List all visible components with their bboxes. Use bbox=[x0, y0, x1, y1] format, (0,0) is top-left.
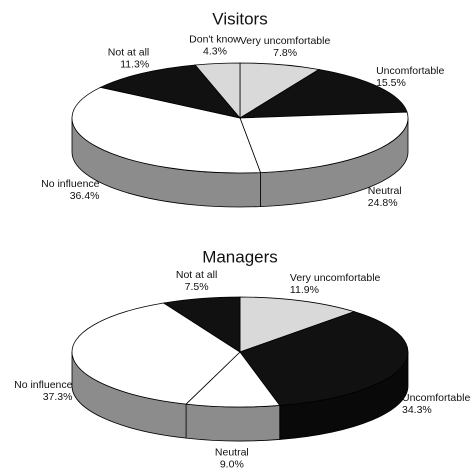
slice-label: Not at all bbox=[176, 269, 217, 281]
slice-value-label: 11.9% bbox=[290, 284, 319, 296]
chart-title: Visitors bbox=[212, 9, 267, 28]
slice-label: Neutral bbox=[215, 447, 249, 459]
slice-label: Not at all bbox=[108, 47, 149, 59]
slice-label: No influence bbox=[41, 178, 100, 190]
chart-title: Managers bbox=[202, 247, 278, 266]
slice bbox=[99, 64, 242, 119]
slice bbox=[71, 302, 241, 405]
slice bbox=[185, 351, 281, 408]
slice-label: Uncomfortable bbox=[376, 65, 444, 77]
slice-label: Don't know bbox=[189, 33, 241, 45]
slice-value-label: 7.8% bbox=[273, 47, 297, 59]
slice bbox=[239, 111, 409, 174]
slice bbox=[239, 296, 356, 353]
slice-label: Neutral bbox=[368, 185, 402, 197]
slice-value-label: 11.3% bbox=[120, 59, 149, 71]
slice-value-label: 4.3% bbox=[203, 45, 227, 57]
slice-value-label: 36.4% bbox=[70, 190, 100, 202]
slice-value-label: 7.5% bbox=[185, 281, 209, 293]
slice-label: Uncomfortable bbox=[402, 392, 470, 404]
slice bbox=[238, 69, 408, 119]
slice-label: No influence bbox=[14, 379, 73, 391]
slice-value-label: 9.0% bbox=[220, 459, 244, 469]
slice-value-label: 15.5% bbox=[376, 77, 406, 89]
slice-value-label: 24.8% bbox=[368, 197, 398, 209]
slice-label: Very uncomfortable bbox=[290, 272, 381, 284]
slice-label: Very uncomfortable bbox=[240, 35, 331, 47]
slice bbox=[71, 86, 262, 174]
slice bbox=[162, 296, 241, 353]
slice-value-label: 37.3% bbox=[43, 391, 73, 403]
slice bbox=[239, 311, 409, 406]
slice-value-label: 34.3% bbox=[402, 404, 432, 416]
slice bbox=[194, 62, 241, 120]
slice-side bbox=[185, 403, 281, 442]
